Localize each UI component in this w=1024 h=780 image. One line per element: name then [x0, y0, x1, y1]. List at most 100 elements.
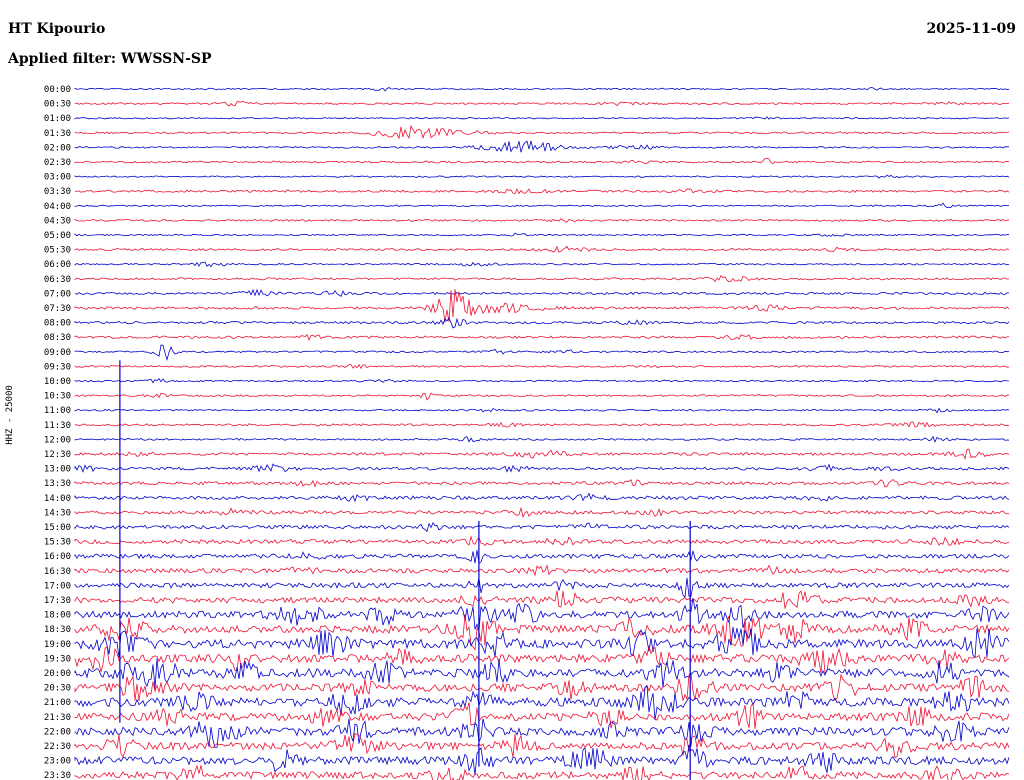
- time-label: 20:30: [44, 684, 71, 694]
- trace-row: [74, 614, 1010, 651]
- time-label: 04:30: [44, 216, 71, 226]
- time-label: 06:30: [44, 275, 71, 285]
- time-label: 21:30: [44, 713, 71, 723]
- time-label: 03:30: [44, 187, 71, 197]
- time-label: 23:30: [44, 771, 71, 780]
- time-label: 10:30: [44, 392, 71, 402]
- trace-row: [74, 232, 1010, 237]
- time-label: 19:00: [44, 640, 71, 650]
- trace-row: [74, 218, 1010, 223]
- time-label: 19:30: [44, 654, 71, 664]
- time-label: 10:00: [44, 377, 71, 387]
- time-label: 16:00: [44, 552, 71, 562]
- trace-row: [74, 672, 1010, 702]
- station-title: HT Kipourio: [8, 21, 106, 37]
- trace-row: [74, 124, 1010, 140]
- trace-row: [74, 506, 1010, 519]
- time-label: 18:00: [44, 611, 71, 621]
- trace-row: [74, 702, 1010, 729]
- trace-row: [74, 317, 1010, 329]
- filter-label: Applied filter: WWSSN-SP: [8, 51, 212, 67]
- trace-row: [74, 577, 1010, 599]
- trace-row: [74, 174, 1010, 179]
- time-label: 07:30: [44, 304, 71, 314]
- trace-row: [74, 448, 1010, 460]
- trace-row: [74, 478, 1010, 488]
- trace-row: [74, 550, 1010, 565]
- trace-row: [74, 245, 1010, 253]
- time-label: 03:00: [44, 173, 71, 183]
- time-label: 22:30: [44, 742, 71, 752]
- time-label: 07:00: [44, 289, 71, 299]
- trace-row: [74, 202, 1010, 209]
- time-label: 09:30: [44, 362, 71, 372]
- time-label: 00:00: [44, 85, 71, 95]
- trace-row: [74, 274, 1010, 283]
- time-label: 08:00: [44, 319, 71, 329]
- trace-row: [74, 344, 1009, 362]
- trace-row: [74, 733, 1010, 759]
- trace-row: [74, 492, 1010, 503]
- trace-row: [74, 658, 1010, 689]
- time-label: 00:30: [44, 100, 71, 110]
- time-label: 22:00: [44, 727, 71, 737]
- trace-row: [74, 392, 1010, 401]
- time-label: 08:30: [44, 333, 71, 343]
- time-label: 02:00: [44, 143, 71, 153]
- time-label: 16:30: [44, 567, 71, 577]
- time-label: 01:30: [44, 129, 71, 139]
- trace-row: [74, 685, 1010, 721]
- time-label: 13:30: [44, 479, 71, 489]
- time-label: 11:30: [44, 421, 71, 431]
- time-label: 11:00: [44, 406, 71, 416]
- trace-row: [74, 463, 1010, 473]
- time-label: 15:00: [44, 523, 71, 533]
- date-label: 2025-11-09: [926, 21, 1016, 37]
- time-label: 01:00: [44, 114, 71, 124]
- time-label: 14:00: [44, 494, 71, 504]
- trace-row: [74, 535, 1010, 546]
- trace-row: [74, 333, 1010, 342]
- trace-row: [74, 157, 1010, 164]
- time-label: 06:00: [44, 260, 71, 270]
- trace-row: [74, 598, 1010, 631]
- trace-row: [74, 718, 1010, 748]
- trace-row: [74, 188, 1010, 195]
- time-label: 21:00: [44, 698, 71, 708]
- time-label: 18:30: [44, 625, 71, 635]
- trace-row: [74, 288, 1009, 298]
- trace-row: [74, 521, 1010, 533]
- trace-row: [74, 407, 1010, 414]
- trace-row: [74, 116, 1010, 120]
- time-label: 12:30: [44, 450, 71, 460]
- time-label: 17:00: [44, 581, 71, 591]
- time-label: 23:00: [44, 757, 71, 767]
- trace-row: [74, 744, 1010, 776]
- time-label: 20:00: [44, 669, 71, 679]
- trace-row: [74, 421, 1010, 428]
- trace-row: [74, 363, 1010, 370]
- trace-row: [74, 435, 1010, 443]
- time-label: 12:00: [44, 435, 71, 445]
- trace-row: [74, 626, 1010, 659]
- time-label: 04:00: [44, 202, 71, 212]
- trace-row: [74, 764, 1010, 780]
- time-label: 17:30: [44, 596, 71, 606]
- time-label: 02:30: [44, 158, 71, 168]
- trace-row: [74, 140, 1009, 153]
- trace-row: [74, 377, 1010, 384]
- time-label: 14:30: [44, 508, 71, 518]
- trace-row: [74, 261, 1010, 268]
- trace-row: [74, 645, 1010, 674]
- time-label: 05:30: [44, 246, 71, 256]
- trace-row: [74, 86, 1010, 92]
- trace-row: [74, 590, 1010, 609]
- time-label: 13:00: [44, 465, 71, 475]
- trace-row: [74, 289, 1010, 323]
- time-label: 15:30: [44, 538, 71, 548]
- trace-row: [74, 100, 1010, 107]
- time-label: 09:00: [44, 348, 71, 358]
- time-label: 05:00: [44, 231, 71, 241]
- trace-row: [74, 564, 1010, 577]
